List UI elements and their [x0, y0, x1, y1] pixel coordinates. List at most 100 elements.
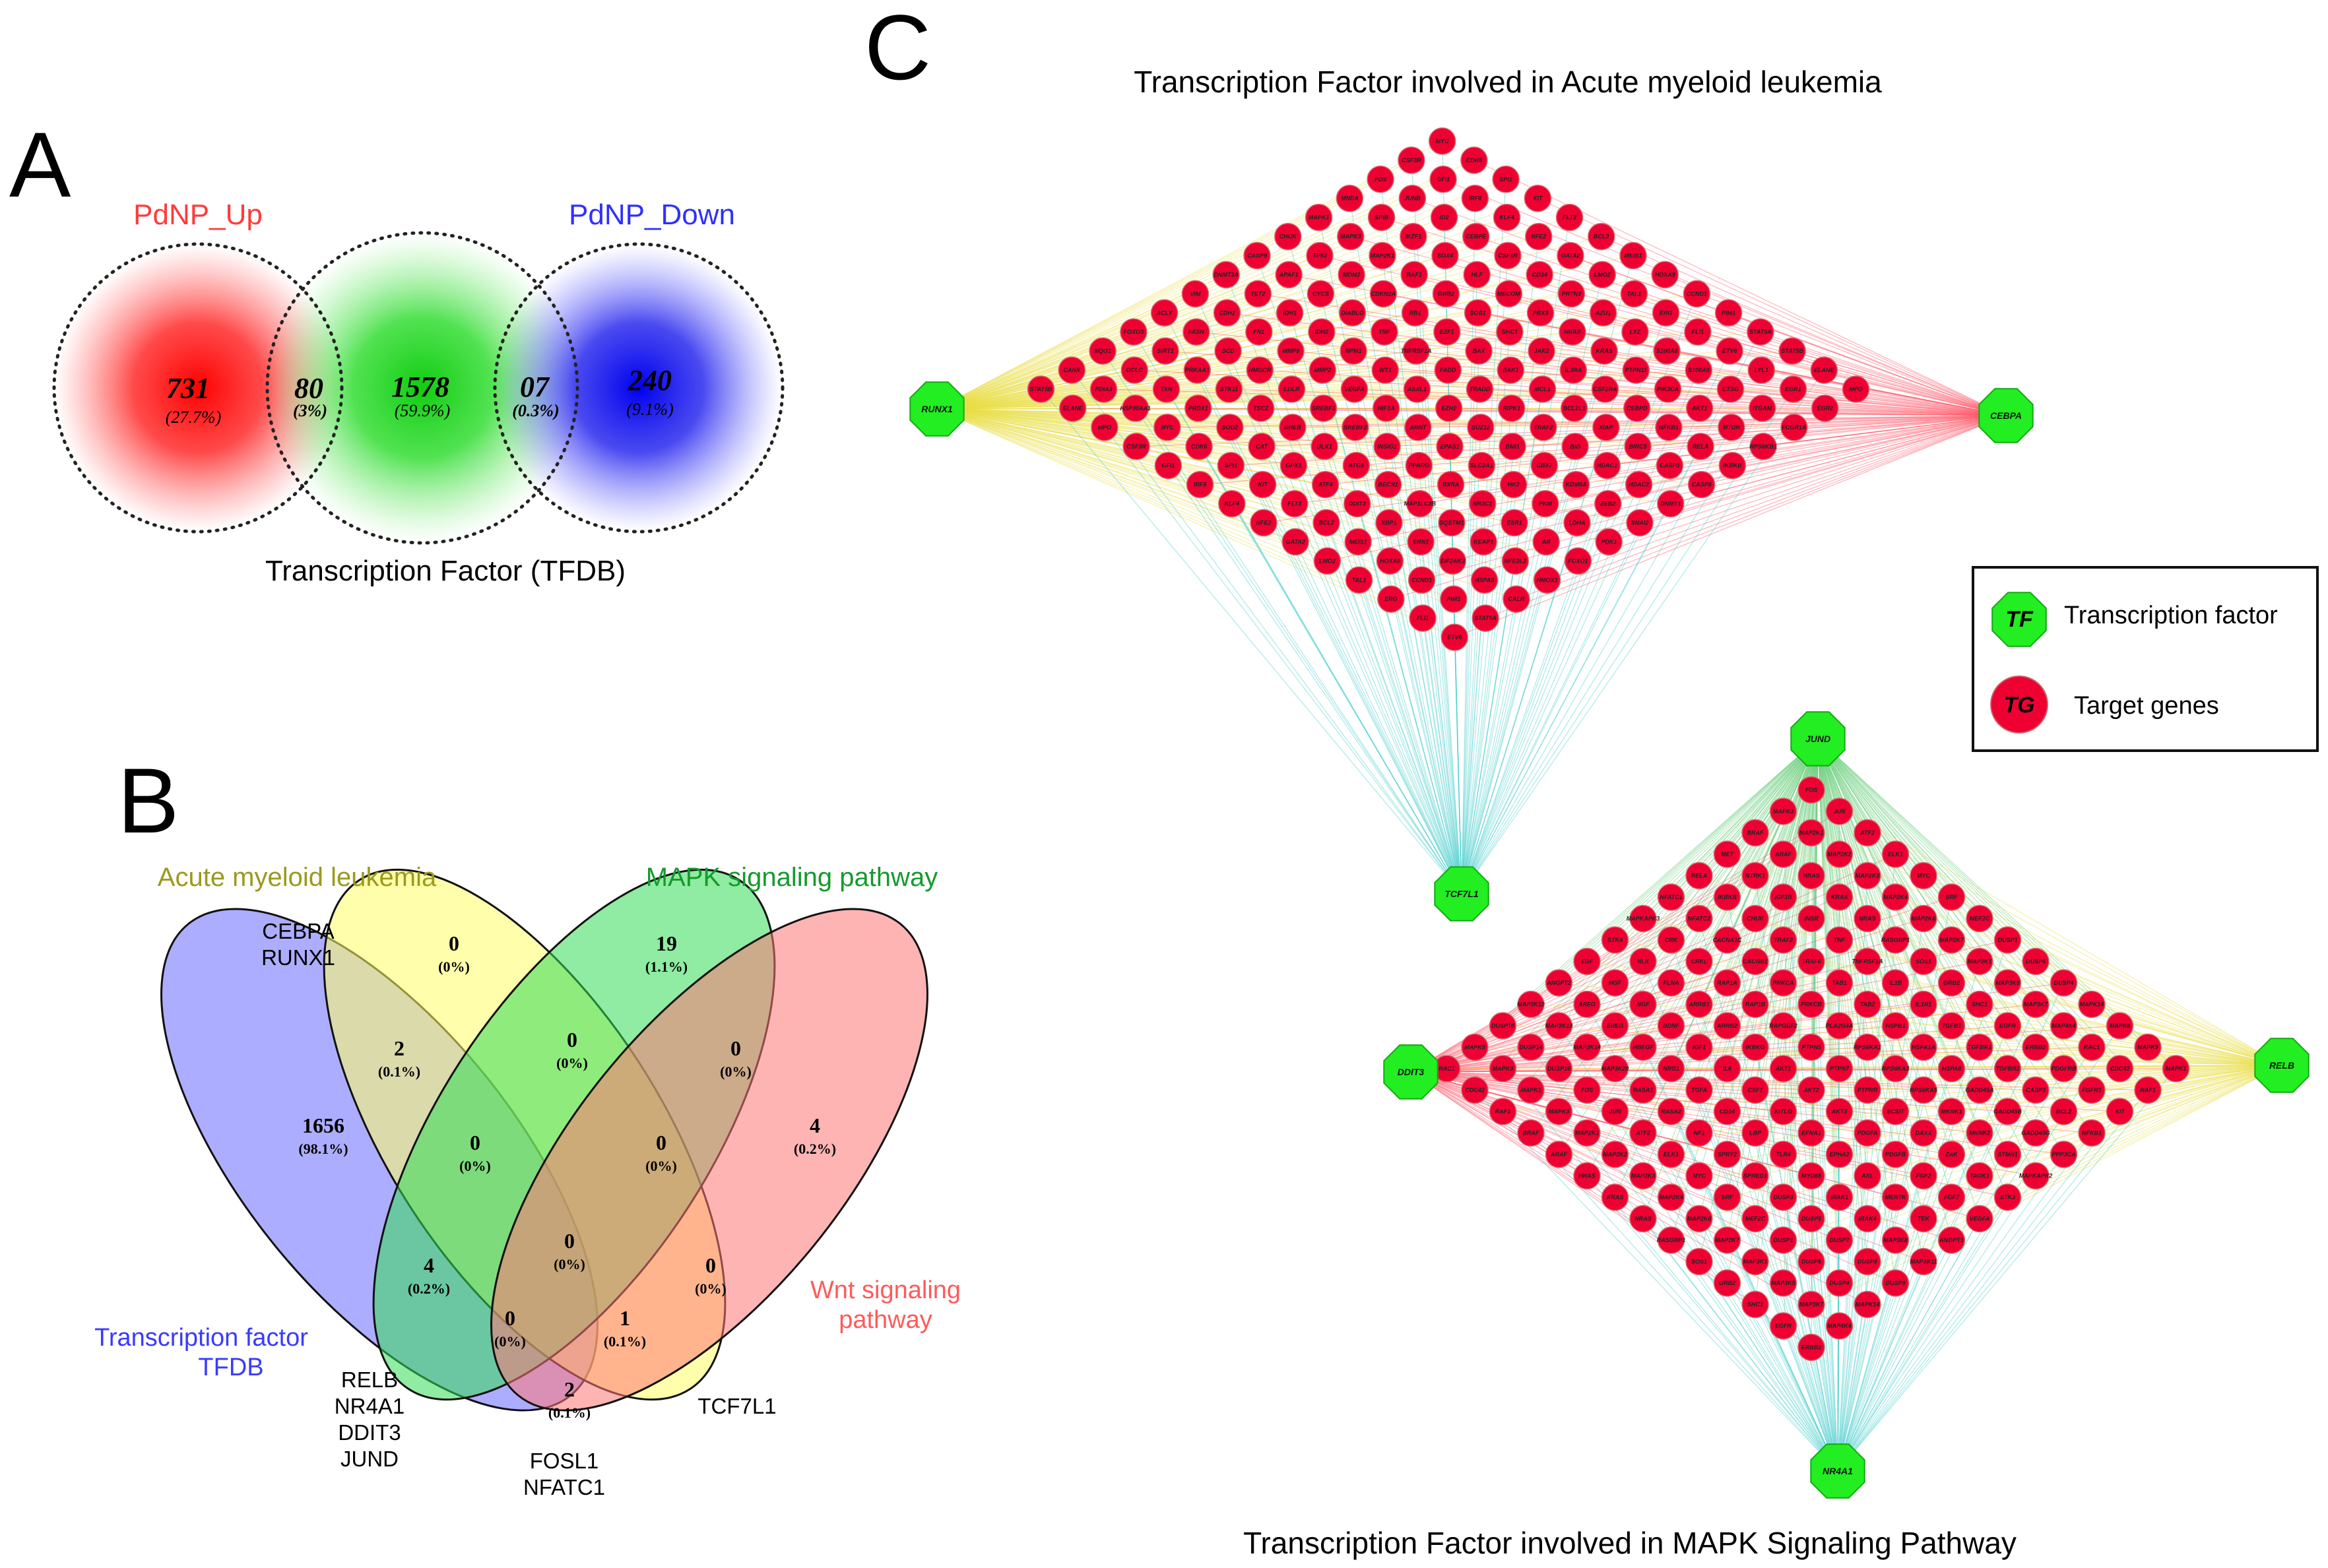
network-target-node[interactable] [1655, 414, 1683, 441]
network-target-node[interactable] [1749, 433, 1777, 460]
network-target-node[interactable] [1881, 1183, 1910, 1211]
network-target-node[interactable] [1470, 528, 1497, 556]
network-target-node[interactable] [1854, 1290, 1881, 1319]
network-target-node[interactable] [1184, 394, 1212, 422]
network-target-node[interactable] [1685, 1076, 1713, 1104]
network-target-node[interactable] [1769, 926, 1797, 954]
network-target-node[interactable] [1340, 375, 1369, 403]
network-target-node[interactable] [2022, 1119, 2050, 1147]
network-target-node[interactable] [1684, 318, 1712, 346]
network-target-node[interactable] [1937, 1098, 1966, 1125]
network-target-node[interactable] [1573, 1033, 1601, 1061]
network-target-node[interactable] [1685, 1033, 1713, 1061]
network-target-node[interactable] [1433, 318, 1461, 346]
network-target-node[interactable] [1769, 798, 1797, 825]
network-target-node[interactable] [2078, 990, 2106, 1019]
network-target-node[interactable] [1440, 585, 1468, 613]
network-target-node[interactable] [1150, 299, 1179, 327]
network-target-node[interactable] [1811, 394, 1839, 422]
network-target-node[interactable] [2050, 1141, 2078, 1168]
network-target-node[interactable] [1592, 414, 1620, 441]
network-target-node[interactable] [1657, 883, 1685, 911]
network-target-node[interactable] [1492, 166, 1520, 193]
network-target-node[interactable] [2134, 1076, 2162, 1104]
network-target-node[interactable] [1910, 990, 1937, 1019]
network-target-node[interactable] [1825, 1141, 1854, 1168]
network-target-node[interactable] [1854, 1162, 1881, 1190]
network-target-node[interactable] [1797, 1247, 1825, 1276]
network-target-node[interactable] [1344, 528, 1372, 556]
network-target-node[interactable] [1591, 375, 1619, 403]
network-target-node[interactable] [1797, 1162, 1825, 1190]
network-target-node[interactable] [1245, 318, 1273, 346]
network-target-node[interactable] [1654, 375, 1682, 403]
network-target-node[interactable] [1152, 375, 1180, 403]
network-target-node[interactable] [1186, 470, 1214, 499]
network-target-node[interactable] [1530, 451, 1559, 480]
network-target-node[interactable] [1154, 451, 1182, 480]
network-target-node[interactable] [1151, 337, 1179, 365]
network-target-node[interactable] [1854, 1076, 1881, 1104]
network-target-node[interactable] [1243, 241, 1271, 270]
network-target-node[interactable] [1398, 184, 1427, 212]
network-target-node[interactable] [1562, 470, 1590, 499]
network-target-node[interactable] [1825, 1269, 1854, 1297]
network-target-node[interactable] [1489, 1012, 1517, 1040]
network-target-node[interactable] [1277, 337, 1305, 365]
network-target-node[interactable] [1517, 1033, 1545, 1061]
network-target-node[interactable] [1854, 947, 1881, 976]
network-target-node[interactable] [1797, 1076, 1825, 1104]
network-target-node[interactable] [1937, 1012, 1966, 1040]
network-target-node[interactable] [1651, 261, 1679, 289]
network-target-node[interactable] [1274, 222, 1302, 251]
network-target-node[interactable] [1532, 489, 1559, 518]
network-target-node[interactable] [1741, 862, 1769, 890]
network-target-node[interactable] [1797, 776, 1825, 804]
network-target-node[interactable] [1555, 203, 1584, 232]
network-target-node[interactable] [1281, 528, 1309, 556]
network-target-node[interactable] [1657, 1098, 1685, 1125]
network-target-node[interactable] [1338, 261, 1365, 289]
network-target-node[interactable] [1375, 509, 1403, 537]
network-target-node[interactable] [1881, 969, 1910, 997]
network-target-node[interactable] [1275, 261, 1303, 289]
network-target-node[interactable] [1937, 926, 1966, 954]
network-target-node[interactable] [1825, 883, 1854, 911]
network-target-node[interactable] [1718, 451, 1747, 480]
network-target-node[interactable] [1495, 280, 1523, 308]
network-target-node[interactable] [1769, 1269, 1797, 1297]
network-target-node[interactable] [1747, 356, 1776, 384]
network-target-node[interactable] [1713, 1141, 1741, 1168]
network-target-node[interactable] [1685, 862, 1713, 890]
network-target-node[interactable] [1218, 489, 1246, 518]
network-target-node[interactable] [1400, 261, 1428, 289]
network-target-node[interactable] [1246, 356, 1274, 384]
network-target-node[interactable] [1121, 394, 1149, 422]
network-target-node[interactable] [1685, 990, 1713, 1019]
network-target-node[interactable] [1309, 394, 1338, 422]
network-target-node[interactable] [1468, 451, 1496, 480]
network-target-node[interactable] [1307, 280, 1335, 308]
network-target-node[interactable] [1713, 926, 1741, 954]
network-target-node[interactable] [1825, 1012, 1854, 1040]
network-target-node[interactable] [1027, 375, 1055, 403]
network-target-node[interactable] [1769, 1183, 1797, 1211]
network-target-node[interactable] [1517, 1119, 1545, 1147]
network-target-node[interactable] [1854, 904, 1881, 933]
network-target-node[interactable] [1401, 299, 1429, 327]
network-target-node[interactable] [1342, 414, 1369, 441]
network-target-node[interactable] [1601, 969, 1629, 997]
network-target-node[interactable] [1825, 798, 1854, 825]
network-tf-node-ddit3[interactable] [1383, 1044, 1439, 1100]
network-target-node[interactable] [1588, 222, 1615, 251]
network-target-node[interactable] [1993, 969, 2022, 997]
network-target-node[interactable] [1714, 299, 1743, 327]
network-target-node[interactable] [1652, 299, 1680, 327]
network-target-node[interactable] [1407, 566, 1436, 594]
network-target-node[interactable] [1937, 883, 1966, 911]
network-target-node[interactable] [1434, 356, 1462, 384]
network-target-node[interactable] [1432, 280, 1460, 308]
network-target-node[interactable] [1797, 862, 1825, 890]
network-target-node[interactable] [1656, 451, 1684, 480]
network-target-node[interactable] [1336, 184, 1364, 212]
